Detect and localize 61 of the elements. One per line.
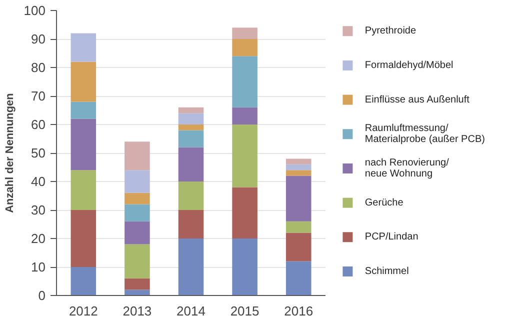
y-tick-label: 50 bbox=[31, 146, 46, 160]
bar bbox=[286, 170, 312, 176]
legend-label: Pyrethroide bbox=[364, 26, 416, 37]
y-tick-label: 100 bbox=[24, 3, 46, 18]
y-axis-title: Anzahl der Nennungen bbox=[4, 92, 16, 213]
y-tick-label: 60 bbox=[31, 117, 46, 132]
y-tick-label: 20 bbox=[31, 231, 46, 246]
bar bbox=[286, 261, 312, 296]
bar bbox=[232, 39, 258, 56]
bar bbox=[124, 170, 150, 193]
bar bbox=[70, 62, 96, 102]
legend-label: Schimmel bbox=[364, 266, 409, 277]
bar bbox=[232, 56, 258, 108]
bar bbox=[124, 244, 150, 278]
bar bbox=[70, 33, 96, 62]
bar bbox=[70, 102, 96, 119]
bar bbox=[178, 210, 204, 238]
y-tick-label: 30 bbox=[31, 202, 46, 218]
legend-label: Gerüche bbox=[364, 197, 404, 208]
y-tick-label: 70 bbox=[31, 88, 46, 104]
y-tick-label: 90 bbox=[31, 32, 46, 46]
x-tick-label: 2013 bbox=[122, 304, 152, 318]
bar bbox=[232, 124, 258, 188]
bar bbox=[124, 278, 150, 290]
bar bbox=[178, 182, 204, 210]
bar bbox=[124, 204, 150, 222]
bar bbox=[286, 221, 312, 233]
bar bbox=[232, 107, 258, 124]
bar bbox=[232, 28, 258, 39]
bar bbox=[178, 113, 204, 124]
bar bbox=[178, 130, 204, 148]
bar bbox=[70, 210, 96, 267]
bar bbox=[232, 187, 258, 238]
bar bbox=[286, 158, 312, 164]
y-tick-label: 80 bbox=[31, 60, 46, 75]
bar bbox=[232, 238, 258, 296]
y-tick-label: 10 bbox=[31, 260, 46, 274]
legend-label: PCP/Lindan bbox=[364, 232, 418, 243]
bar bbox=[178, 124, 204, 130]
bar bbox=[70, 118, 96, 170]
bar bbox=[286, 176, 312, 222]
y-tick-label: 0 bbox=[38, 288, 46, 303]
legend-label: Einflüsse aus Außenluft bbox=[364, 94, 470, 106]
bar bbox=[124, 192, 150, 204]
y-tick-label: 40 bbox=[31, 174, 46, 189]
bar bbox=[286, 232, 312, 262]
bar bbox=[70, 170, 96, 210]
legend-label: nach Renovierung/ neue Wohnung bbox=[364, 157, 450, 180]
bar bbox=[178, 107, 204, 114]
bar bbox=[178, 147, 204, 182]
bar bbox=[124, 142, 150, 170]
legend-label: Raumluftmessung/ Materialprobe (außer PCB) bbox=[364, 123, 485, 146]
legend-label: Formaldehyd/Möbel bbox=[364, 60, 454, 71]
bar bbox=[178, 238, 204, 296]
bar bbox=[70, 267, 96, 296]
x-tick-label: 2015 bbox=[230, 304, 260, 318]
bar bbox=[286, 164, 312, 170]
bar bbox=[124, 221, 150, 244]
x-tick-label: 2014 bbox=[176, 304, 206, 318]
x-tick-label: 2012 bbox=[68, 304, 98, 318]
x-tick-label: 2016 bbox=[284, 304, 314, 318]
